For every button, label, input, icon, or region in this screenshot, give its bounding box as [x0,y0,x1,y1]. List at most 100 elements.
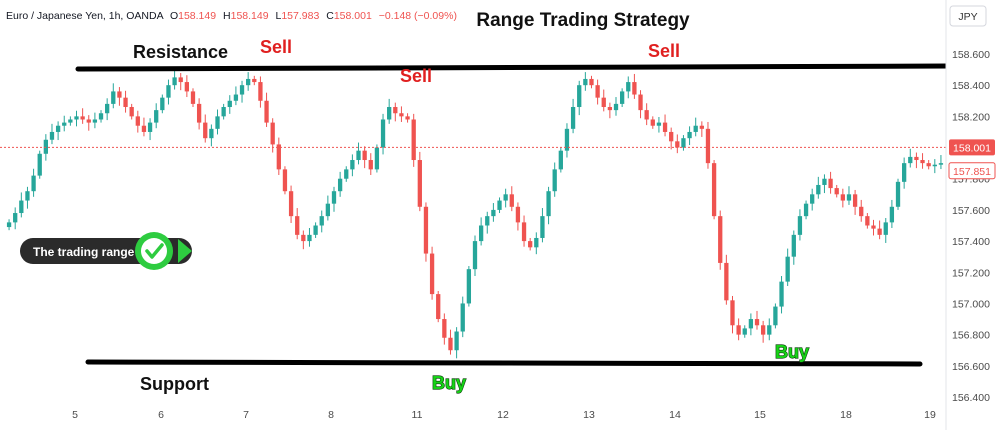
candle-body [803,203,809,217]
candle-body [43,139,48,154]
candle-body [129,107,134,117]
candle-body [215,116,220,129]
candle-body [68,119,73,123]
price-tick: 156.600 [952,361,990,373]
candle-body [699,125,704,129]
candle-body [374,147,380,170]
candle-body [276,144,281,170]
candle-body [74,116,79,120]
high-value: 158.149 [231,10,269,22]
candle-body [98,113,104,120]
candle-body [454,331,459,351]
candle-body [607,107,613,111]
candle-body [920,160,925,164]
candle-body [221,107,226,117]
price-tick: 158.200 [952,111,990,123]
check-inner-circle [141,238,167,264]
candle-body [55,125,61,132]
candle-body [583,78,588,86]
price-tick: 157.400 [952,236,990,248]
candle-body [172,77,177,86]
candle-body [147,122,153,132]
candle-body [669,131,674,142]
sell-label-3: Sell [648,41,680,61]
close-label: C [326,10,334,22]
candle-body [681,138,686,148]
badge-arrow [178,239,192,263]
candle-body [767,325,772,335]
candle-body [846,194,852,201]
candle-body [852,194,858,207]
candle-body [472,241,478,270]
resistance-line [75,63,953,72]
candle-body [546,191,551,217]
candle-body [914,156,919,161]
candle-body [350,160,355,170]
currency-box[interactable] [949,5,987,27]
candle-body [233,94,239,101]
candle-body [889,206,895,223]
candle-body [246,78,251,86]
candle-body [209,128,214,139]
candle-body [779,281,784,307]
candle-body [368,160,373,170]
candle-body [160,97,165,111]
candle-body [570,107,576,129]
price-tick: 158.600 [952,49,990,61]
candle-body [760,325,766,335]
candle-body [178,77,183,83]
candle-body [736,325,741,335]
candle-body [613,103,619,111]
candle-body [344,169,349,179]
candle-body [31,175,36,192]
candle-body [742,328,747,335]
trading-range-badge: The trading range [20,232,192,270]
candle-body [264,100,269,123]
open-value: 158.149 [178,10,216,22]
sell-label-1: Sell [260,37,292,57]
badge-label: The trading range [33,245,135,259]
candle-body [626,82,631,92]
price-tick: 157.200 [952,267,990,279]
sell-label-2: Sell [400,66,432,86]
candle-body [871,225,876,229]
candle-body [105,103,110,114]
candle-body [270,122,275,145]
candle-body [49,131,55,140]
candle-body [773,306,778,326]
candle-body [460,303,465,332]
time-tick: 6 [158,409,164,421]
candle-body [632,82,637,95]
candle-body [411,119,416,161]
candle-body [577,85,582,108]
candle-body [718,216,723,263]
candle-body [521,222,527,242]
support-label: Support [140,374,209,394]
candle-body [687,131,692,139]
candle-body [141,125,147,132]
candle-body [25,191,30,201]
candle-body [902,163,907,182]
candle-body [80,116,85,120]
price-axis[interactable] [946,0,1000,430]
candle-body [86,119,91,123]
candle-body [834,188,839,195]
candle-body [711,163,717,217]
candle-body [203,122,208,139]
price-tick: 158.400 [952,80,990,92]
candle-body [429,253,435,295]
candle-body [258,82,263,101]
candle-body [111,91,116,104]
candle-body [325,203,331,217]
time-tick: 8 [328,409,334,421]
candle-body [791,234,796,257]
candle-body [135,116,140,126]
candle-body [239,85,245,95]
time-tick: 13 [583,409,595,421]
candle-body [497,200,502,210]
candle-body [534,237,539,248]
candle-body [154,110,159,123]
candle-body [190,91,196,104]
